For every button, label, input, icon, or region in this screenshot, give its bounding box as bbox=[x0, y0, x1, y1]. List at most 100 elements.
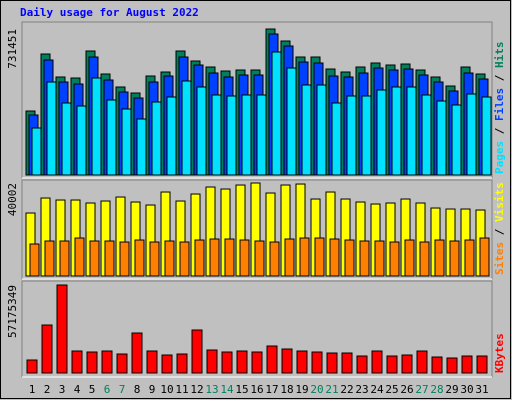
legend-entry: Pages bbox=[493, 141, 506, 174]
bar bbox=[29, 243, 40, 277]
bar bbox=[116, 353, 128, 374]
x-tick-label: 3 bbox=[59, 383, 66, 396]
bar bbox=[179, 241, 190, 277]
bar bbox=[101, 350, 113, 374]
bar bbox=[71, 350, 83, 374]
bar bbox=[46, 81, 57, 176]
bar bbox=[121, 108, 132, 176]
bar bbox=[89, 240, 100, 277]
x-tick-label: 2 bbox=[44, 383, 51, 396]
bar bbox=[346, 95, 357, 176]
bar bbox=[176, 353, 188, 374]
bar bbox=[256, 94, 267, 176]
x-tick-label: 28 bbox=[430, 383, 443, 396]
bar bbox=[316, 84, 327, 176]
x-tick-label: 25 bbox=[385, 383, 398, 396]
bar bbox=[161, 354, 173, 374]
x-tick-label: 11 bbox=[175, 383, 188, 396]
bar bbox=[134, 239, 145, 277]
bar bbox=[266, 345, 278, 374]
bar bbox=[359, 240, 370, 277]
bar bbox=[191, 329, 203, 374]
bar bbox=[376, 89, 387, 176]
bar bbox=[461, 355, 473, 374]
bar bbox=[59, 240, 70, 277]
bar bbox=[44, 240, 55, 277]
bar bbox=[146, 350, 158, 374]
bar bbox=[196, 86, 207, 176]
bar bbox=[26, 359, 38, 374]
bar bbox=[31, 127, 42, 176]
bar bbox=[209, 238, 220, 277]
y-tick-label: 57175349 bbox=[6, 285, 19, 338]
x-tick-label: 18 bbox=[280, 383, 293, 396]
x-tick-label: 20 bbox=[310, 383, 323, 396]
bar bbox=[301, 84, 312, 176]
bar bbox=[389, 241, 400, 277]
bar bbox=[56, 284, 68, 374]
bar bbox=[386, 355, 398, 374]
bar bbox=[431, 356, 443, 374]
bar bbox=[286, 67, 297, 176]
bar bbox=[476, 355, 488, 374]
x-tick-label: 7 bbox=[119, 383, 126, 396]
x-tick-label: 22 bbox=[340, 383, 353, 396]
bar bbox=[404, 239, 415, 277]
legend-separator: / bbox=[493, 222, 506, 242]
bar bbox=[329, 238, 340, 277]
bar bbox=[434, 239, 445, 277]
x-tick-label: 16 bbox=[250, 383, 263, 396]
legend: Sites / Visits bbox=[493, 182, 506, 275]
bar bbox=[136, 118, 147, 176]
bar bbox=[421, 94, 432, 176]
y-tick-label: 40002 bbox=[6, 183, 19, 216]
bar bbox=[391, 86, 402, 176]
bar bbox=[149, 241, 160, 277]
bar bbox=[206, 349, 218, 374]
bar bbox=[86, 351, 98, 374]
x-tick-label: 10 bbox=[160, 383, 173, 396]
legend-entry: Files bbox=[493, 88, 506, 121]
bar bbox=[254, 240, 265, 277]
bar bbox=[451, 104, 462, 176]
bar bbox=[311, 351, 323, 374]
bar bbox=[326, 352, 338, 374]
legend-separator: / bbox=[493, 121, 506, 141]
legend-entry: Hits bbox=[493, 42, 506, 69]
x-tick-label: 9 bbox=[149, 383, 156, 396]
x-tick-label: 12 bbox=[190, 383, 203, 396]
legend: KBytes bbox=[493, 333, 506, 373]
bar bbox=[436, 100, 447, 176]
legend-entry: Visits bbox=[493, 182, 506, 222]
bar bbox=[119, 241, 130, 277]
x-tick-label: 29 bbox=[445, 383, 458, 396]
bar bbox=[296, 350, 308, 374]
bar bbox=[371, 350, 383, 374]
bar bbox=[76, 105, 87, 176]
bar bbox=[241, 94, 252, 176]
x-tick-label: 23 bbox=[355, 383, 368, 396]
y-tick-label: 731451 bbox=[6, 29, 19, 69]
bar bbox=[481, 96, 492, 176]
bar bbox=[344, 239, 355, 277]
x-tick-label: 15 bbox=[235, 383, 248, 396]
bar bbox=[361, 95, 372, 176]
bar bbox=[194, 239, 205, 277]
bar bbox=[419, 241, 430, 277]
x-tick-label: 6 bbox=[104, 383, 111, 396]
bar bbox=[91, 77, 102, 176]
bar bbox=[226, 95, 237, 176]
chart-title: Daily usage for August 2022 bbox=[20, 6, 199, 19]
bar bbox=[464, 239, 475, 277]
bar bbox=[151, 101, 162, 176]
bar bbox=[211, 94, 222, 176]
bar bbox=[406, 86, 417, 176]
bar bbox=[104, 240, 115, 277]
bar bbox=[41, 324, 53, 374]
bar bbox=[374, 240, 385, 277]
bar bbox=[166, 96, 177, 176]
x-tick-label: 1 bbox=[29, 383, 36, 396]
bar bbox=[356, 355, 368, 374]
